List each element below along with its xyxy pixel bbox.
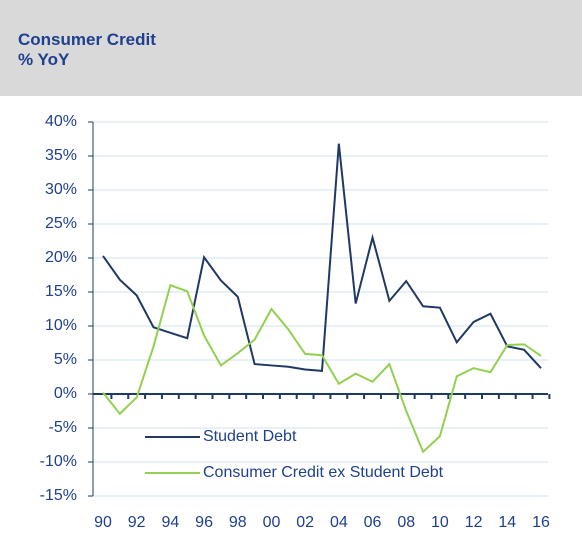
legend-label: Consumer Credit ex Student Debt [203,464,444,481]
y-tick-label: -15% [40,487,77,504]
x-tick-label: 12 [465,514,483,531]
legend-label: Student Debt [203,428,297,445]
chart-subtitle: % YoY [18,50,70,69]
y-tick-label: -5% [49,419,77,436]
y-tick-label: 0% [54,385,77,402]
y-tick-label: 40% [45,113,77,130]
y-tick-label: 5% [54,351,77,368]
y-tick-label: -10% [40,453,77,470]
title-block: Consumer Credit % YoY [18,30,156,70]
chart-title: Consumer Credit [18,30,156,49]
x-tick-label: 94 [161,514,179,531]
x-tick-label: 96 [195,514,213,531]
series-line [102,143,542,372]
y-tick-label: 25% [45,215,77,232]
x-tick-label: 98 [229,514,247,531]
x-tick-label: 16 [532,514,550,531]
y-tick-label: 30% [45,181,77,198]
series-line [102,283,542,454]
x-tick-label: 14 [498,514,516,531]
x-tick-label: 10 [431,514,449,531]
y-tick-label: 35% [45,147,77,164]
x-tick-label: 04 [330,514,348,531]
x-tick-label: 06 [364,514,382,531]
x-tick-label: 92 [128,514,146,531]
y-tick-label: 15% [45,283,77,300]
y-tick-label: 10% [45,317,77,334]
x-tick-label: 08 [397,514,415,531]
header [0,0,582,96]
y-tick-label: 20% [45,249,77,266]
x-tick-label: 02 [296,514,314,531]
x-tick-label: 90 [94,514,112,531]
x-tick-label: 00 [263,514,281,531]
